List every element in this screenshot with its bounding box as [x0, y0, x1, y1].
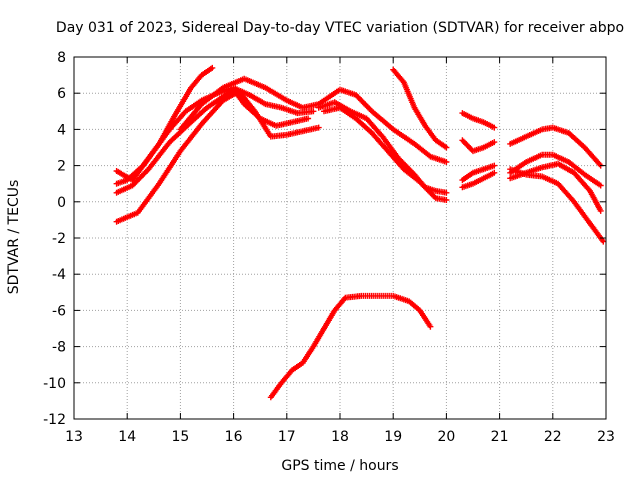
series-track-h [390, 66, 450, 151]
series-markers [507, 151, 604, 189]
series-markers [459, 162, 498, 184]
series-track-m [507, 124, 604, 169]
axes: 13 14 15 16 17 18 19 20 21 22 23 -12 -10 -8 -6 -4 -2 0 2 4 6… [43, 50, 615, 445]
series-track-g [321, 104, 450, 203]
x-tick-label: 22 [544, 429, 562, 445]
series-track-o [507, 160, 604, 214]
y-tick-label: -4 [52, 267, 66, 283]
series-track-j [459, 137, 498, 155]
series-track-n [507, 151, 604, 189]
y-tick-label: 6 [57, 86, 66, 102]
x-tick-label: 17 [278, 429, 296, 445]
series-markers [113, 86, 312, 196]
series-markers [459, 169, 498, 191]
series-track-k [459, 162, 498, 184]
series-track-i [459, 110, 498, 131]
y-tick-label: 4 [57, 122, 66, 138]
series-track-e [177, 75, 450, 165]
series-markers [507, 160, 604, 214]
series-markers [390, 66, 450, 151]
series-track-d [113, 88, 322, 225]
series-markers [177, 75, 450, 165]
x-tick-label: 15 [171, 429, 189, 445]
y-tick-label: 8 [57, 50, 66, 66]
series-markers [113, 88, 322, 225]
data-series [113, 64, 607, 401]
series-markers [507, 166, 607, 245]
series-track-q [267, 292, 434, 401]
x-tick-label: 18 [331, 429, 349, 445]
x-tick-label: 16 [225, 429, 243, 445]
series-markers [507, 124, 604, 169]
y-tick-label: -6 [52, 303, 66, 319]
y-tick-label: 0 [57, 195, 66, 211]
x-tick-label: 23 [597, 429, 615, 445]
chart-title: Day 031 of 2023, Sidereal Day-to-day VTE… [56, 20, 624, 36]
y-tick-label: -8 [52, 340, 66, 356]
x-tick-label: 14 [118, 429, 136, 445]
x-tick-label: 21 [491, 429, 509, 445]
x-tick-label: 13 [65, 429, 83, 445]
series-track-p [507, 166, 607, 245]
series-track-c [113, 86, 312, 196]
x-axis-label: GPS time / hours [281, 458, 398, 474]
x-tick-label: 20 [437, 429, 455, 445]
y-axis-label: SDTVAR / TECUs [6, 180, 22, 295]
series-markers [459, 110, 498, 131]
grid-lines [74, 57, 606, 419]
plot-frame [73, 56, 607, 420]
y-tick-label: -2 [52, 231, 66, 247]
series-markers [459, 137, 498, 155]
y-tick-label: -12 [43, 412, 66, 428]
series-markers [267, 292, 434, 401]
y-tick-label: -10 [43, 376, 66, 392]
series-track-l [459, 169, 498, 191]
y-tick-label: 2 [57, 159, 66, 175]
series-markers [321, 104, 450, 203]
x-tick-label: 19 [384, 429, 402, 445]
